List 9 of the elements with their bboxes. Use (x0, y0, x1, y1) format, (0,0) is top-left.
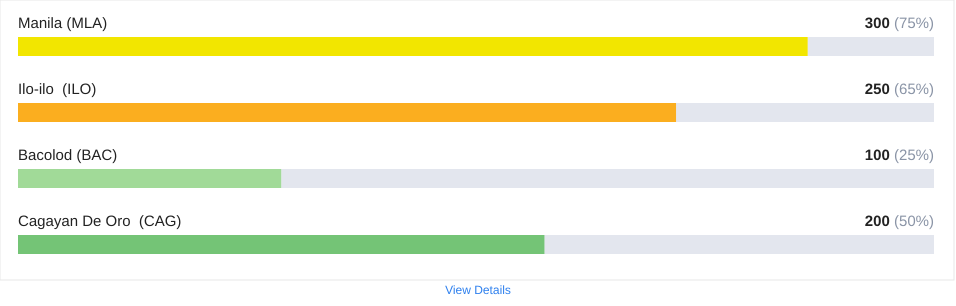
data-label: 250 (65%) (864, 81, 934, 98)
y-tick-label: Ilo-ilo (ILO) (18, 81, 96, 98)
y-tick-label: Bacolod (BAC) (18, 147, 118, 164)
data-label: 200 (50%) (864, 213, 934, 230)
data-label: 300 (75%) (864, 15, 934, 32)
y-tick-label: Manila (MLA) (18, 15, 108, 32)
y-tick-label: Cagayan De Oro (CAG) (18, 213, 182, 230)
data-label: 100 (25%) (864, 147, 934, 164)
text: View Details (445, 283, 511, 297)
